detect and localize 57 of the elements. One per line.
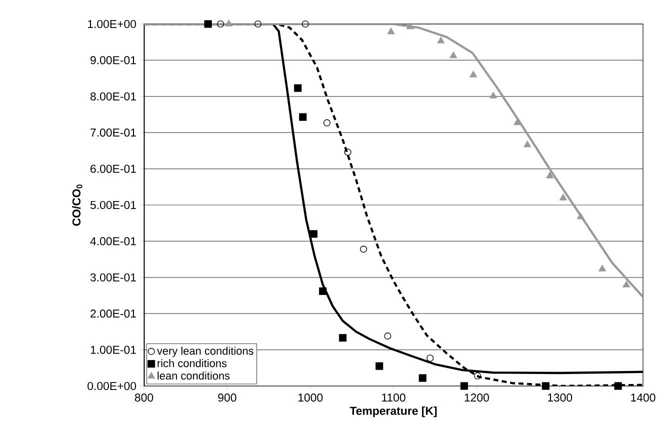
x-tick-label: 1400 (631, 394, 656, 402)
line-series (144, 24, 644, 298)
point (460, 382, 468, 390)
point (576, 212, 584, 220)
y-tick-label: 6.00E-01 (90, 164, 136, 173)
x-tick-label: 800 (134, 394, 154, 402)
point (450, 51, 458, 58)
y-tick-label: 3.00E-01 (90, 273, 136, 282)
point (470, 70, 478, 78)
point (489, 92, 498, 98)
point (323, 119, 331, 126)
y-tick-label: 2.00E-01 (90, 310, 136, 318)
point (254, 20, 262, 28)
point (319, 287, 327, 295)
point (437, 36, 445, 44)
point (225, 20, 233, 26)
y-tick-label: 5.00E-01 (90, 200, 136, 210)
y-axis-title: CO/CO$_{0}$ (72, 184, 82, 226)
y-tick-label: 8.00E-01 (90, 92, 136, 100)
x-tick-label: 1100 (382, 394, 406, 402)
y-tick-label: 1.00E-01 (90, 346, 136, 354)
point (418, 374, 426, 382)
x-tick-label: 1200 (464, 394, 489, 402)
y-tick-label: 4.00E-01 (90, 237, 136, 246)
point (622, 280, 630, 288)
point (426, 354, 434, 362)
x-axis-title: Temperature [K] (350, 406, 437, 418)
legend-label: rich conditions (158, 359, 227, 368)
point (524, 140, 532, 148)
x-tick-label: 1000 (298, 394, 323, 402)
x-tick-label: 1300 (548, 394, 572, 402)
point (546, 172, 554, 178)
point (376, 362, 384, 370)
point (542, 382, 550, 390)
point (360, 246, 368, 253)
y-tick-label: 9.00E-01 (90, 56, 136, 64)
point (598, 264, 606, 272)
point (406, 22, 414, 30)
y-tick-label: 0.00E+00 (88, 382, 136, 390)
y-tick-label: 7.00E-01 (90, 128, 136, 137)
point (614, 382, 622, 390)
legend-label: lean conditions (158, 372, 230, 380)
point (294, 84, 302, 92)
point (204, 20, 212, 28)
point (310, 230, 318, 238)
point (299, 113, 307, 121)
legend-label: very lean conditions (156, 346, 254, 357)
x-tick-label: 900 (218, 394, 236, 402)
point (344, 148, 352, 156)
y-tick-label: 1.00E+00 (88, 20, 136, 28)
point (216, 20, 224, 28)
point (474, 372, 482, 380)
point (384, 332, 392, 340)
point (387, 28, 395, 34)
point (559, 194, 567, 200)
point (338, 334, 347, 342)
point (302, 20, 309, 28)
